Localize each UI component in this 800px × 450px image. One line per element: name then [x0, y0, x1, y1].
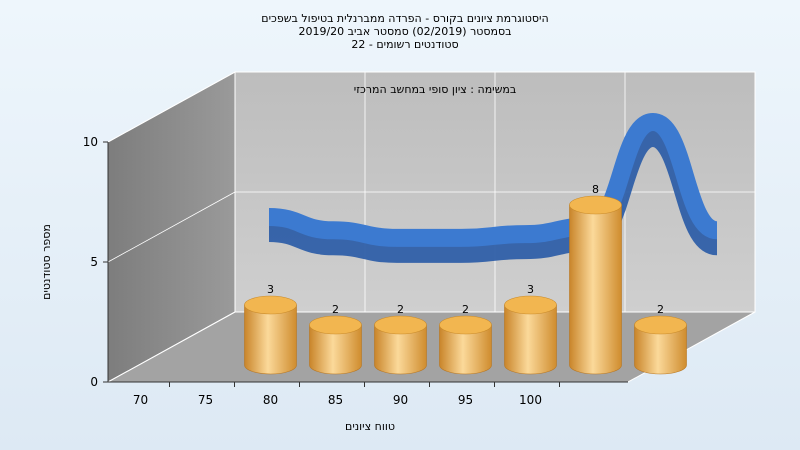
data-label: 3 [527, 283, 534, 296]
bar-top [504, 295, 557, 315]
bar-top [374, 315, 427, 335]
data-label: 2 [462, 303, 469, 316]
data-labels: 3 2 2 2 3 8 2 [267, 183, 664, 316]
chart-title-line-3: סטודנטים רשומים - 22 [351, 38, 458, 51]
chart-subtitle: במשימה : ציון סופי במחשב המרכזי [354, 83, 517, 96]
bar-top [439, 315, 492, 335]
axes: 0 5 10 70 75 80 85 90 95 100 [83, 135, 628, 407]
data-label: 8 [592, 183, 599, 196]
bar-body [244, 304, 297, 375]
y-tick-label: 10 [83, 135, 98, 149]
x-tick-label: 85 [328, 393, 343, 407]
x-tick-label: 90 [393, 393, 408, 407]
bar-top [309, 315, 362, 335]
chart-title-line-2: בסמסטר (02/2019) סמסטר אביב 2019/20 [298, 25, 511, 38]
x-tick-label: 75 [198, 393, 213, 407]
x-axis-title: טווח ציונים [345, 420, 395, 433]
bar-top [634, 315, 687, 335]
data-label: 2 [332, 303, 339, 316]
bar-body [439, 324, 492, 375]
y-axis-title: מספר סטודנטים [40, 224, 53, 300]
gridline-side [107, 191, 236, 263]
bar-top [569, 195, 622, 215]
data-label: 2 [657, 303, 664, 316]
bar-body [634, 324, 687, 375]
bar-80 [374, 315, 427, 375]
y-tick-label: 0 [90, 375, 98, 389]
bar-90 [504, 295, 557, 375]
x-tick-label: 95 [458, 393, 473, 407]
distribution-curve [268, 113, 720, 263]
bars [244, 195, 687, 375]
bar-top [244, 295, 297, 315]
y-tick-label: 5 [90, 255, 98, 269]
curve-ribbon [268, 113, 720, 247]
bar-100 [634, 315, 687, 375]
gridline-side [107, 71, 236, 143]
bar-85 [439, 315, 492, 375]
x-tick-label: 70 [133, 393, 148, 407]
bar-body [569, 204, 622, 375]
x-tick-label: 100 [519, 393, 542, 407]
bar-body [504, 304, 557, 375]
data-label: 2 [397, 303, 404, 316]
gridline-side [107, 311, 236, 383]
bar-95 [569, 195, 622, 375]
bar-75 [309, 315, 362, 375]
bar-70 [244, 295, 297, 375]
bar-body [374, 324, 427, 375]
bar-body [309, 324, 362, 375]
data-label: 3 [267, 283, 274, 296]
curve-ribbon-shadow [268, 125, 720, 263]
chart-title-line-1: היסטוגרמת ציונים בקורס - הפרדה ממברנלית … [261, 12, 548, 25]
x-tick-label: 80 [263, 393, 278, 407]
